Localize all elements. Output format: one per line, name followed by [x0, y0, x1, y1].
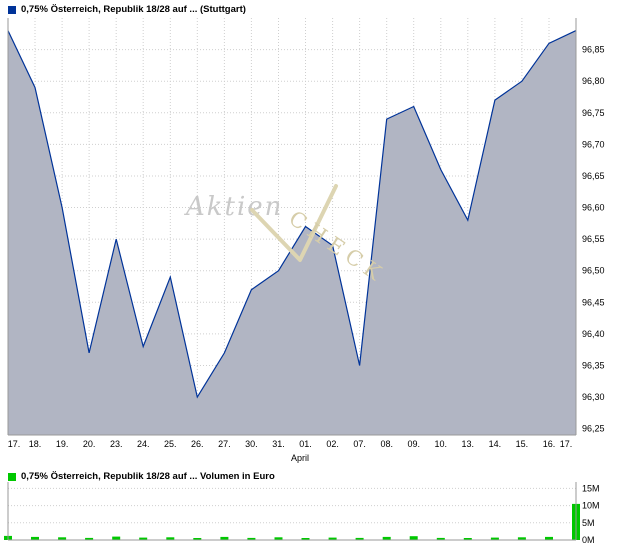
volume-legend-swatch: [8, 472, 16, 481]
price-legend-swatch: [8, 5, 16, 14]
price-x-axis-label: 07.: [353, 439, 366, 449]
price-y-axis-label: 96,70: [582, 139, 605, 149]
volume-y-axis-label: 0M: [582, 535, 595, 545]
price-y-axis-label: 96,30: [582, 392, 605, 402]
price-chart: 96,25 96,30 96,35 96,40 96,45 96,50 96,55 96,60…: [7, 18, 605, 463]
volume-bar: [436, 537, 445, 540]
price-y-axis-label: 96,25: [582, 424, 605, 434]
price-y-axis-label: 96,60: [582, 203, 605, 213]
price-y-axis-label: 96,85: [582, 45, 605, 55]
price-legend: 0,75% Österreich, Republik 18/28 auf ...…: [8, 4, 246, 15]
volume-legend-label: 0,75% Österreich, Republik 18/28 auf ...…: [21, 471, 275, 482]
price-x-axis-label: 30.: [245, 439, 258, 449]
volume-y-axis-label: 5M: [582, 518, 595, 528]
price-x-axis-label: 01.: [299, 439, 312, 449]
price-x-axis-label: 08.: [380, 439, 393, 449]
price-x-axis-label: 13.: [462, 439, 475, 449]
price-y-axis-label: 96,80: [582, 76, 605, 86]
price-x-axis-label: 27.: [218, 439, 231, 449]
volume-bar: [355, 537, 364, 540]
price-y-axis-label: 96,45: [582, 297, 605, 307]
price-y-axis-label: 96,50: [582, 266, 605, 276]
volume-legend: 0,75% Österreich, Republik 18/28 auf ...…: [8, 471, 275, 482]
price-x-axis-label: 09.: [407, 439, 420, 449]
price-y-axis-label: 96,65: [582, 171, 605, 181]
price-x-axis-label: 02.: [326, 439, 339, 449]
volume-bar: [139, 537, 148, 540]
price-x-axis-label: 16.: [543, 439, 556, 449]
price-x-axis-label: 10.: [435, 439, 448, 449]
volume-bar: [220, 536, 229, 540]
volume-bar: [112, 536, 121, 540]
volume-chart: 0M 5M 10M 15M: [4, 482, 600, 545]
price-y-axis-label: 96,35: [582, 361, 605, 371]
price-x-axis-label: 14.: [489, 439, 502, 449]
volume-bar: [31, 536, 39, 540]
volume-bar: [545, 536, 553, 540]
price-x-axis-label: 26.: [191, 439, 204, 449]
volume-bar: [463, 538, 472, 540]
price-y-axis-label: 96,40: [582, 329, 605, 339]
price-y-axis-label: 96,75: [582, 108, 605, 118]
price-x-axis-label: 19.: [56, 439, 69, 449]
price-legend-label: 0,75% Österreich, Republik 18/28 auf ...…: [21, 4, 246, 15]
volume-bar: [166, 537, 175, 541]
price-y-axis-label: 96,55: [582, 234, 605, 244]
volume-y-axis-label: 10M: [582, 501, 600, 511]
price-x-axis-label: 20.: [83, 439, 96, 449]
volume-bar: [247, 537, 256, 540]
volume-bar: [382, 536, 391, 540]
volume-bar: [85, 537, 94, 540]
volume-bar: [517, 537, 526, 541]
price-x-axis-label: 15.: [516, 439, 529, 449]
price-x-axis-label: 25.: [164, 439, 177, 449]
price-x-axis-label: 23.: [110, 439, 123, 449]
volume-bar: [274, 537, 283, 541]
price-x-axis-label: 17.: [560, 439, 573, 449]
volume-bar: [328, 537, 337, 540]
volume-bar: [301, 538, 310, 540]
price-x-axis-label: 24.: [137, 439, 150, 449]
price-x-axis-label: 18.: [29, 439, 42, 449]
volume-bar: [193, 538, 202, 540]
price-x-axis-label: 31.: [272, 439, 285, 449]
price-x-axis-label: 17.: [8, 439, 21, 449]
volume-bar: [58, 537, 67, 541]
month-label: April: [291, 453, 309, 463]
volume-y-axis-label: 15M: [582, 483, 600, 493]
price-area-fill: [8, 30, 576, 435]
volume-bar: [490, 537, 499, 540]
volume-bar: [409, 536, 418, 540]
